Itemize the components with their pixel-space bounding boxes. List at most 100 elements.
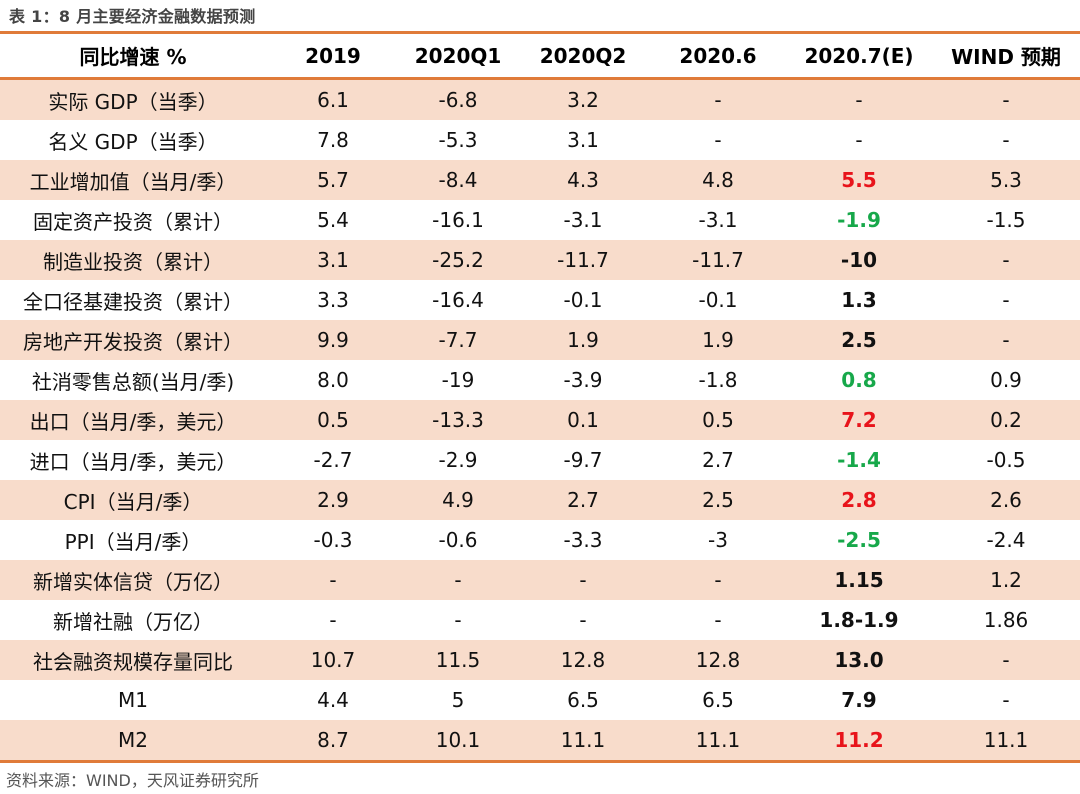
value-2020-7e: 11.2 bbox=[834, 728, 884, 752]
value-2020-7e: 7.9 bbox=[841, 688, 877, 712]
value-2019: 10.7 bbox=[310, 648, 356, 672]
table-body: 实际 GDP（当季） 6.1 -6.8 3.2- - - 名义 GDP（当季） 7.8 -5.3… bbox=[0, 80, 1080, 760]
value-2020q2: 4.3 bbox=[567, 168, 599, 192]
row-label: 社会融资规模存量同比 bbox=[33, 649, 233, 674]
value-2019: 5.4 bbox=[317, 208, 349, 232]
value-2020q1: -2.9 bbox=[438, 448, 478, 472]
value-2020-6: -3.1 bbox=[698, 208, 738, 232]
value-2020q2: 3.2 bbox=[567, 88, 599, 112]
table-header-row: 同比增速 % 2019 2020Q1 2020Q2 2020.6 2020.7(… bbox=[0, 34, 1080, 80]
value-2020-7e: - bbox=[855, 128, 863, 152]
forecast-table: 同比增速 % 2019 2020Q1 2020Q2 2020.6 2020.7(… bbox=[0, 31, 1080, 763]
value-2020-6: 11.1 bbox=[695, 728, 741, 752]
row-label: 新增社融（万亿） bbox=[53, 609, 213, 634]
value-2019: 7.8 bbox=[317, 128, 349, 152]
value-2020q2: 0.1 bbox=[567, 408, 599, 432]
value-wind-forecast: - bbox=[1002, 648, 1010, 672]
value-2020q2: -11.7 bbox=[557, 248, 609, 272]
value-2020q1: 11.5 bbox=[435, 648, 481, 672]
value-2019: -0.3 bbox=[313, 528, 353, 552]
value-wind-forecast: - bbox=[1002, 688, 1010, 712]
value-2019: 2.9 bbox=[317, 488, 349, 512]
value-2020q2: -3.1 bbox=[563, 208, 603, 232]
value-2020-7e: 2.8 bbox=[841, 488, 877, 512]
value-2020-6: - bbox=[714, 128, 722, 152]
table-row: M2 8.7 10.1 11.1 11.1 11.2 11.1 bbox=[0, 720, 1080, 760]
value-2020q1: - bbox=[454, 608, 462, 632]
value-2019: -2.7 bbox=[313, 448, 353, 472]
row-label: 固定资产投资（累计） bbox=[33, 209, 233, 234]
row-label: M1 bbox=[118, 688, 148, 712]
value-2020-7e: -10 bbox=[840, 248, 878, 272]
value-2020-7e: 5.5 bbox=[841, 168, 877, 192]
header-2020-7e: 2020.7(E) bbox=[804, 43, 914, 68]
value-wind-forecast: - bbox=[1002, 88, 1010, 112]
row-label: 全口径基建投资（累计） bbox=[23, 289, 243, 314]
header-2020q2: 2020Q2 bbox=[539, 43, 627, 68]
table-row: 出口（当月/季，美元） 0.5 -13.3 0.1 0.5 7.2 0.2 bbox=[0, 400, 1080, 440]
value-2020-6: - bbox=[714, 568, 722, 592]
value-2020q1: -19 bbox=[441, 368, 475, 392]
value-2020-7e: -2.5 bbox=[837, 528, 881, 552]
value-2020q1: 10.1 bbox=[435, 728, 481, 752]
value-wind-forecast: 1.86 bbox=[983, 608, 1029, 632]
value-2020-6: -11.7 bbox=[692, 248, 744, 272]
value-2020q1: -16.4 bbox=[432, 288, 484, 312]
row-label: 房地产开发投资（累计） bbox=[23, 329, 243, 354]
value-wind-forecast: 0.9 bbox=[990, 368, 1022, 392]
row-label: PPI（当月/季） bbox=[64, 529, 202, 554]
value-wind-forecast: - bbox=[1002, 248, 1010, 272]
row-label: M2 bbox=[118, 728, 148, 752]
row-label: 工业增加值（当月/季） bbox=[29, 169, 237, 194]
row-label: 名义 GDP（当季） bbox=[48, 129, 218, 154]
value-2020-6: 12.8 bbox=[695, 648, 741, 672]
value-2019: 0.5 bbox=[317, 408, 349, 432]
value-2020q2: 2.7 bbox=[567, 488, 599, 512]
table-row: 社会融资规模存量同比 10.7 11.5 12.8 12.8 13.0 - bbox=[0, 640, 1080, 680]
table-row: CPI（当月/季） 2.9 4.9 2.7 2.5 2.8 2.6 bbox=[0, 480, 1080, 520]
value-2019: 3.3 bbox=[317, 288, 349, 312]
value-2020q1: -16.1 bbox=[432, 208, 484, 232]
value-2020q2: -3.3 bbox=[563, 528, 603, 552]
table-row: 实际 GDP（当季） 6.1 -6.8 3.2 - - - bbox=[0, 80, 1080, 120]
value-wind-forecast: 11.1 bbox=[983, 728, 1029, 752]
row-label: 进口（当月/季，美元） bbox=[29, 449, 237, 474]
value-2020-6: - bbox=[714, 88, 722, 112]
value-2020q1: -6.8 bbox=[438, 88, 478, 112]
value-2020-7e: 7.2 bbox=[841, 408, 877, 432]
header-2020q1: 2020Q1 bbox=[414, 43, 502, 68]
value-2019: - bbox=[329, 568, 337, 592]
value-2020q1: - bbox=[454, 568, 462, 592]
table-row: 新增社融（万亿） - - - - 1.8-1.9 1.86 bbox=[0, 600, 1080, 640]
table-row: 新增实体信贷（万亿） - - - - 1.15 1.2 bbox=[0, 560, 1080, 600]
table-row: 全口径基建投资（累计） 3.3 -16.4 -0.1 -0.1 1.3 - bbox=[0, 280, 1080, 320]
value-2020-6: 4.8 bbox=[702, 168, 734, 192]
table-row: 进口（当月/季，美元） -2.7 -2.9 -9.7 2.7 -1.4 -0.5 bbox=[0, 440, 1080, 480]
table-row: 固定资产投资（累计） 5.4 -16.1 -3.1 -3.1 -1.9 -1.5 bbox=[0, 200, 1080, 240]
value-2020q1: -13.3 bbox=[432, 408, 484, 432]
table-row: 名义 GDP（当季） 7.8 -5.3 3.1 - - - bbox=[0, 120, 1080, 160]
value-2020q2: -3.9 bbox=[563, 368, 603, 392]
value-wind-forecast: 0.2 bbox=[990, 408, 1022, 432]
value-2020q2: 3.1 bbox=[567, 128, 599, 152]
value-2020q1: -25.2 bbox=[432, 248, 484, 272]
row-label: CPI（当月/季） bbox=[63, 489, 203, 514]
value-2020-6: 2.7 bbox=[702, 448, 734, 472]
value-2020q2: 1.9 bbox=[567, 328, 599, 352]
value-2019: 9.9 bbox=[317, 328, 349, 352]
header-2019: 2019 bbox=[305, 43, 361, 68]
value-2019: - bbox=[329, 608, 337, 632]
table-row: PPI（当月/季） -0.3 -0.6 -3.3 -3 -2.5 -2.4 bbox=[0, 520, 1080, 560]
value-wind-forecast: 5.3 bbox=[990, 168, 1022, 192]
value-2020-6: -0.1 bbox=[698, 288, 738, 312]
value-wind-forecast: -2.4 bbox=[986, 528, 1026, 552]
row-label: 实际 GDP（当季） bbox=[48, 89, 218, 114]
value-wind-forecast: 2.6 bbox=[990, 488, 1022, 512]
value-2020q2: -0.1 bbox=[563, 288, 603, 312]
value-2020q2: - bbox=[579, 608, 587, 632]
value-2020-7e: 2.5 bbox=[841, 328, 877, 352]
row-label: 制造业投资（累计） bbox=[43, 249, 223, 274]
value-2020q1: -0.6 bbox=[438, 528, 478, 552]
value-2020q1: -7.7 bbox=[438, 328, 478, 352]
value-2019: 8.7 bbox=[317, 728, 349, 752]
